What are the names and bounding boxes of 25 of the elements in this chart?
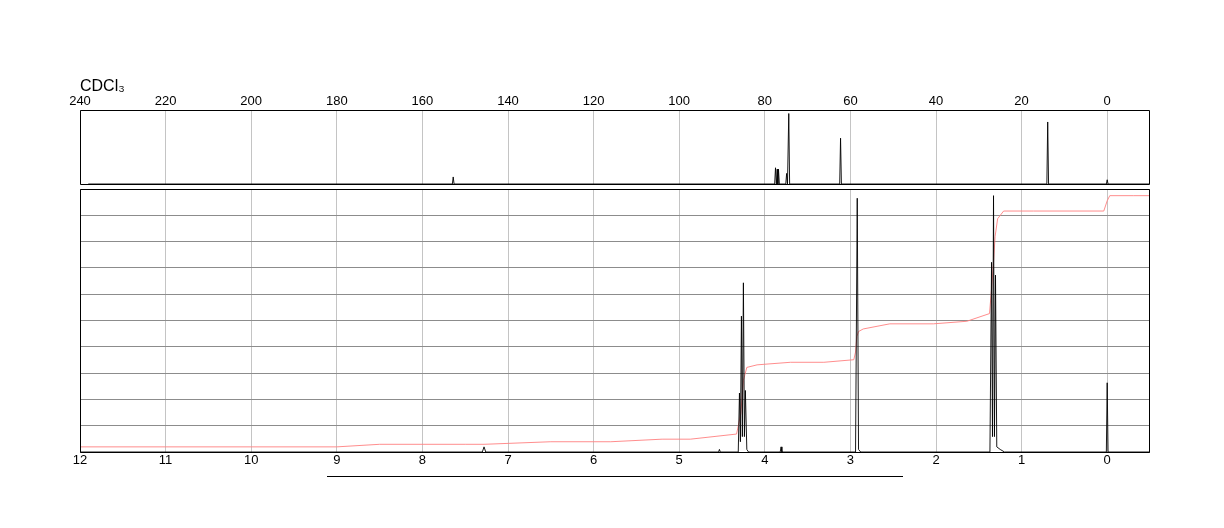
x-tick-label: 1 (1017, 452, 1026, 468)
x-tick-label: 11 (158, 452, 173, 468)
x-tick-label: 7 (504, 452, 512, 468)
x-tick-label: 0 (1103, 452, 1111, 468)
x-tick-label: 140 (497, 92, 519, 108)
x-tick-label: 9 (333, 452, 341, 468)
x-tick-label: 12 (72, 452, 88, 468)
x-tick-label: 4 (761, 452, 769, 468)
x-tick-label: 5 (675, 452, 683, 468)
x-tick-label: 180 (325, 92, 348, 108)
x-tick-label: 20 (1014, 92, 1029, 108)
x-tick-label: 8 (418, 452, 427, 468)
x-tick-label: 40 (928, 92, 944, 108)
x-tick-label: 0 (1103, 92, 1111, 108)
x-tick-label: 100 (668, 92, 691, 108)
x-tick-label: 2 (932, 452, 940, 468)
x-tick-label: 160 (411, 92, 434, 108)
x-tick-label: 220 (154, 92, 177, 108)
x-tick-label: 10 (243, 452, 259, 468)
x-tick-label: 200 (240, 92, 263, 108)
x-tick-label: 3 (846, 452, 855, 468)
x-tick-label: 120 (582, 92, 605, 108)
x-tick-label: 80 (757, 92, 773, 108)
x-tick-label: 60 (843, 92, 858, 108)
x-tick-label: 6 (589, 452, 598, 468)
